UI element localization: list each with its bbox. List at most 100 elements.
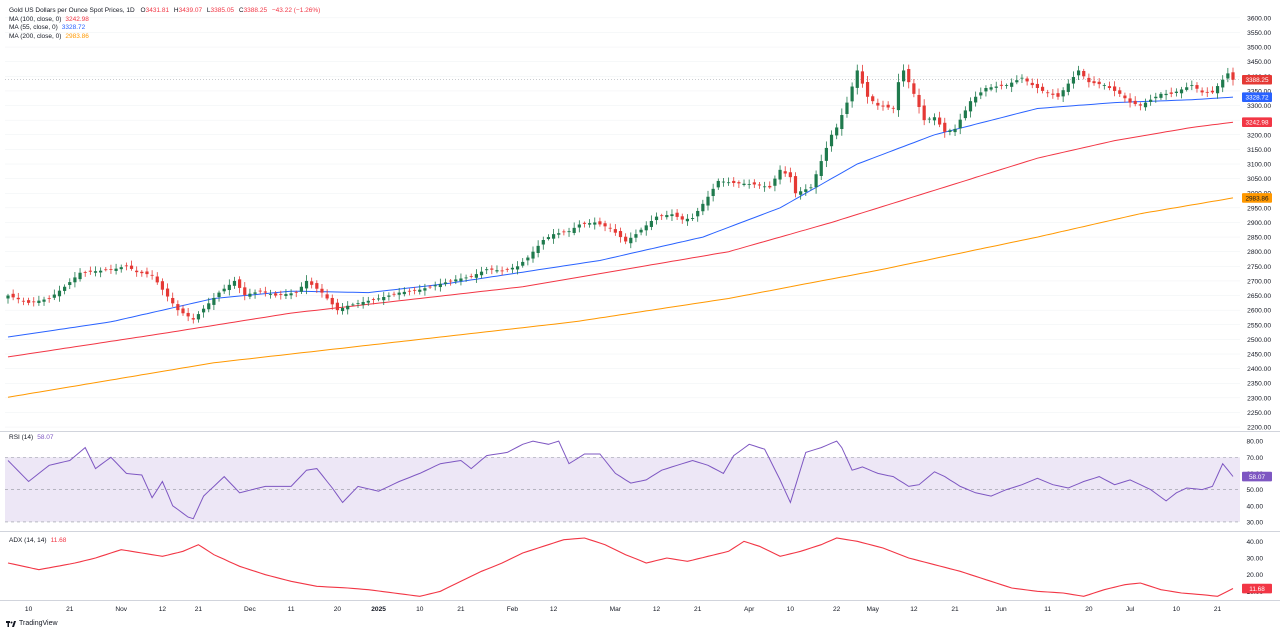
- candle-body: [557, 233, 561, 235]
- rsi-legend[interactable]: RSI (14) 58.07: [9, 434, 53, 443]
- ma55-value: 3328.72: [61, 24, 86, 32]
- candle-body: [433, 285, 437, 287]
- ohlc-row: Gold US Dollars per Ounce Spot Prices, 1…: [9, 7, 320, 16]
- tradingview-logo[interactable]: TradingView: [6, 620, 58, 627]
- candle-body: [387, 295, 391, 297]
- price-tick-label: 2950.00: [1247, 205, 1271, 212]
- candle-body: [654, 216, 659, 221]
- candle-body: [907, 69, 911, 83]
- candle-body: [515, 266, 520, 270]
- candle-body: [943, 122, 947, 132]
- price-tick-label: 2300.00: [1247, 395, 1271, 402]
- low-value: 3385.05: [210, 7, 235, 14]
- candle-body: [932, 117, 937, 121]
- price-tick-label: 2550.00: [1247, 322, 1271, 329]
- candle-body: [1030, 82, 1034, 86]
- ma55-legend[interactable]: MA (55, close, 0) 3328.72: [9, 24, 320, 33]
- candle-body: [274, 293, 278, 296]
- candle-body: [706, 196, 710, 206]
- candle-body: [356, 303, 360, 305]
- candle-body: [763, 186, 767, 188]
- candle-body: [289, 293, 293, 296]
- candle-body: [469, 276, 473, 277]
- ma200-line: [7, 197, 1234, 398]
- candle-body: [464, 277, 468, 279]
- candle-body: [1051, 93, 1055, 95]
- candle-body: [443, 282, 448, 284]
- candle-body: [346, 305, 350, 310]
- candle-body: [449, 280, 453, 282]
- candle-body: [83, 272, 87, 273]
- price-tick-label: 3350.00: [1247, 88, 1271, 95]
- candle-body: [567, 231, 571, 233]
- candle-body: [104, 269, 108, 271]
- rsi-tick-label: 80.00: [1246, 439, 1263, 446]
- time-tick-label: 21: [1214, 606, 1222, 613]
- candle-body: [639, 229, 643, 233]
- candle-body: [901, 70, 906, 82]
- candle-body: [37, 300, 41, 303]
- symbol-title[interactable]: Gold US Dollars per Ounce Spot Prices, 1…: [9, 7, 135, 14]
- candle-body: [696, 210, 700, 217]
- ma200-price-tag: 2983.86: [1242, 193, 1272, 203]
- candle-body: [1179, 89, 1184, 94]
- candle-body: [989, 87, 993, 90]
- price-tags: 3388.25 3328.72 3242.98 2983.86 58.07 11.68: [1242, 74, 1272, 594]
- adx-legend[interactable]: ADX (14, 14) 11.68: [9, 537, 66, 546]
- time-axis[interactable]: 10 21 Nov 12 21 Dec 11 20 2025 10 21 Feb 12 Mar 12 21 Ap…: [25, 606, 1222, 613]
- adx-tick-label: 40.00: [1246, 539, 1263, 546]
- candle-body: [99, 270, 103, 273]
- candle-body: [1046, 92, 1050, 94]
- candle-body: [361, 301, 365, 305]
- candle-body: [1231, 72, 1235, 80]
- time-tick-label: 2025: [371, 606, 386, 613]
- price-tick-label: 3300.00: [1247, 103, 1271, 110]
- candle-body: [737, 182, 741, 184]
- candle-body: [150, 274, 154, 276]
- ma200-legend[interactable]: MA (200, close, 0) 2983.86: [9, 33, 320, 42]
- candle-body: [608, 227, 612, 229]
- ma100-legend[interactable]: MA (100, close, 0) 3242.98: [9, 16, 320, 25]
- candle-body: [675, 212, 679, 217]
- candle-body: [835, 127, 839, 136]
- adx-value-tag: 11.68: [1242, 583, 1272, 594]
- candle-body: [1004, 85, 1009, 86]
- candle-body: [42, 299, 46, 302]
- candle-body: [73, 277, 77, 283]
- close-price-tag-bg: [1242, 74, 1272, 85]
- candle-body: [402, 291, 406, 295]
- candle-body: [78, 272, 82, 280]
- rsi-label: RSI (14): [9, 434, 34, 441]
- candle-body: [1159, 93, 1163, 98]
- candle-body: [1185, 87, 1189, 90]
- candle-body: [1226, 73, 1230, 79]
- price-tick-label: 3200.00: [1247, 132, 1271, 139]
- time-tick-label: 12: [159, 606, 167, 613]
- candle-body: [212, 297, 216, 305]
- adx-label: ADX (14, 14): [9, 537, 47, 544]
- candle-body: [21, 300, 26, 302]
- candle-body: [577, 224, 581, 228]
- candle-body: [752, 182, 756, 185]
- candle-body: [572, 227, 576, 233]
- candle-body: [598, 221, 602, 225]
- candle-body: [665, 215, 669, 218]
- candle-body: [994, 86, 998, 88]
- candle-body: [1200, 90, 1204, 93]
- rsi-value-tag-text: 58.07: [1249, 474, 1265, 481]
- candle-body: [145, 271, 149, 275]
- rsi-value-tag: 58.07: [1242, 471, 1272, 482]
- candle-body: [232, 280, 237, 286]
- candle-body: [1066, 83, 1070, 92]
- candle-body: [927, 118, 931, 120]
- adx-value-tag-bg: [1242, 583, 1272, 594]
- candle-body: [310, 281, 314, 285]
- candle-body: [721, 181, 726, 183]
- time-tick-label: 21: [694, 606, 702, 613]
- ma100-value: 3242.98: [65, 15, 89, 23]
- price-tick-label: 3500.00: [1247, 45, 1271, 52]
- candle-body: [613, 229, 617, 233]
- candle-body: [871, 96, 875, 102]
